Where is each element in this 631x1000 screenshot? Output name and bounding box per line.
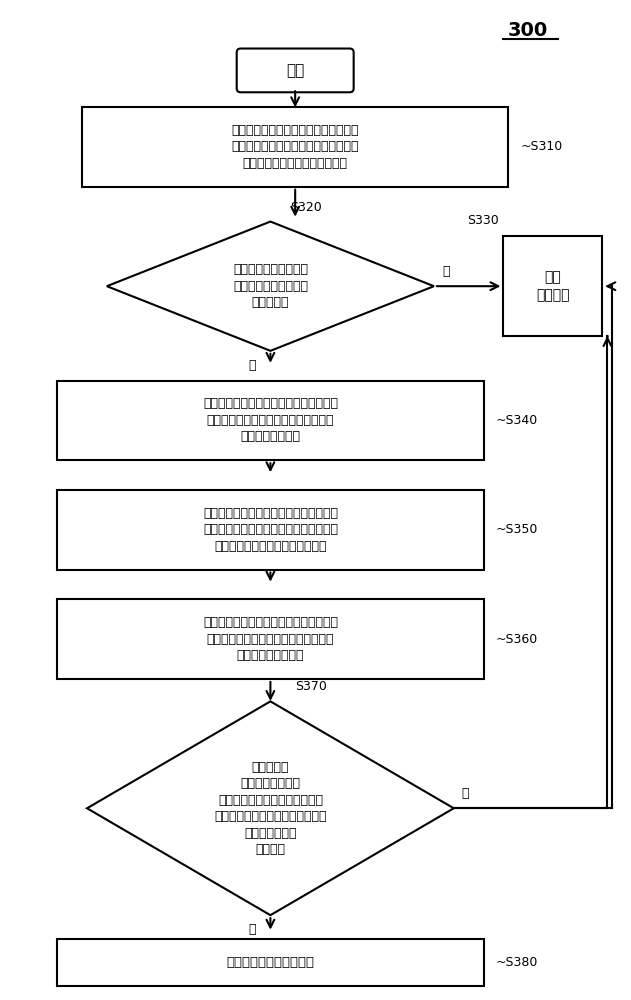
Bar (82, 107, 509, 187)
Text: 否: 否 (442, 265, 449, 278)
Bar (57, 381, 483, 460)
Text: 进行
时序签核: 进行 时序签核 (536, 270, 570, 302)
Text: ~S360: ~S360 (495, 633, 538, 646)
Text: S330: S330 (467, 214, 498, 227)
Bar (504, 236, 603, 336)
Text: 修正发生违例的时序路径: 修正发生违例的时序路径 (227, 956, 314, 969)
Text: 开始: 开始 (286, 63, 304, 78)
Polygon shape (107, 222, 434, 351)
Text: S370: S370 (295, 680, 327, 693)
Text: 根据网表文件、第一时序约束文件以及
寄生参数文件进行静态时序分析，以产
生第一标准延迟文件和日志文件: 根据网表文件、第一时序约束文件以及 寄生参数文件进行静态时序分析，以产 生第一标… (232, 124, 359, 170)
FancyBboxPatch shape (237, 49, 353, 92)
Text: 透过上述第一脚本，产生违例元件列表，
以及对应设计规则允许的最大设定值的
第二时序约束文件: 透过上述第一脚本，产生违例元件列表， 以及对应设计规则允许的最大设定值的 第二时… (203, 397, 338, 443)
Text: S320: S320 (290, 201, 322, 214)
Text: 根据第二时序约束文件、网表文件、第一
时序约束文件以及寄生参数文件进行静态
时序分析以产生第二标准延迟文件: 根据第二时序约束文件、网表文件、第一 时序约束文件以及寄生参数文件进行静态 时序… (203, 507, 338, 553)
Text: 是: 是 (249, 359, 256, 372)
Text: 根据第一标
准延迟文件、第三
标准延迟文件、网表文件、第一
时序约束文件进行静态时序分析，
以判断是否产生
时序违例: 根据第一标 准延迟文件、第三 标准延迟文件、网表文件、第一 时序约束文件进行静态… (214, 761, 327, 856)
Text: 透过第一脚本，根据日
志文件判断是否发生设
计规则违例: 透过第一脚本，根据日 志文件判断是否发生设 计规则违例 (233, 263, 308, 309)
Text: ~S350: ~S350 (495, 523, 538, 536)
Polygon shape (87, 701, 454, 915)
Bar (57, 490, 483, 570)
Text: 透过第二脚本，根据第一标准延迟文件、
第二标准延迟文件以及违例元件列表产
生第三标准延迟文件: 透过第二脚本，根据第一标准延迟文件、 第二标准延迟文件以及违例元件列表产 生第三… (203, 616, 338, 662)
Text: ~S310: ~S310 (520, 140, 562, 153)
Bar (57, 939, 483, 986)
Text: ~S340: ~S340 (495, 414, 538, 427)
Bar (57, 599, 483, 679)
Text: ~S380: ~S380 (495, 956, 538, 969)
Text: 否: 否 (462, 787, 469, 800)
Text: 300: 300 (508, 21, 548, 40)
Text: 是: 是 (249, 923, 256, 936)
